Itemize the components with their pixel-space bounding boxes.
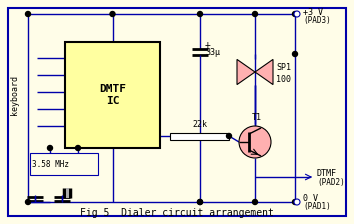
Bar (65, 188, 69, 198)
Circle shape (227, 134, 232, 138)
Text: IC: IC (106, 96, 119, 106)
Circle shape (75, 146, 80, 151)
Text: +: + (205, 40, 211, 50)
Text: (PAD2): (PAD2) (317, 177, 345, 187)
Bar (170, 133, 229, 140)
Text: 0 V: 0 V (303, 194, 318, 202)
Text: DMTF: DMTF (99, 84, 126, 94)
Bar (30, 153, 98, 175)
Circle shape (198, 11, 202, 17)
Polygon shape (255, 59, 273, 85)
Text: (PAD3): (PAD3) (303, 15, 331, 24)
Text: T1: T1 (252, 113, 262, 122)
Text: Fig 5  Dialer circuit arrangement: Fig 5 Dialer circuit arrangement (80, 208, 274, 218)
Bar (65, 42, 160, 148)
Circle shape (252, 200, 257, 205)
Circle shape (292, 11, 297, 17)
Text: 22k: 22k (192, 120, 207, 129)
Circle shape (25, 11, 30, 17)
Circle shape (292, 200, 297, 205)
Text: DTMF: DTMF (317, 168, 337, 177)
Text: 100: 100 (276, 75, 291, 84)
Circle shape (252, 11, 257, 17)
Circle shape (239, 126, 271, 158)
Circle shape (25, 200, 30, 205)
Text: SP1: SP1 (276, 62, 291, 71)
Text: (PAD1): (PAD1) (303, 202, 331, 211)
Text: 3.58 MHz: 3.58 MHz (32, 159, 69, 168)
Circle shape (198, 200, 202, 205)
Text: 33μ: 33μ (205, 47, 220, 56)
Circle shape (292, 52, 297, 56)
Circle shape (198, 200, 202, 205)
Text: keyboard: keyboard (10, 75, 18, 115)
Circle shape (110, 11, 115, 17)
Circle shape (294, 199, 300, 205)
Text: +3 V: +3 V (303, 7, 323, 17)
Polygon shape (237, 59, 255, 85)
Circle shape (294, 11, 300, 17)
Circle shape (47, 146, 52, 151)
